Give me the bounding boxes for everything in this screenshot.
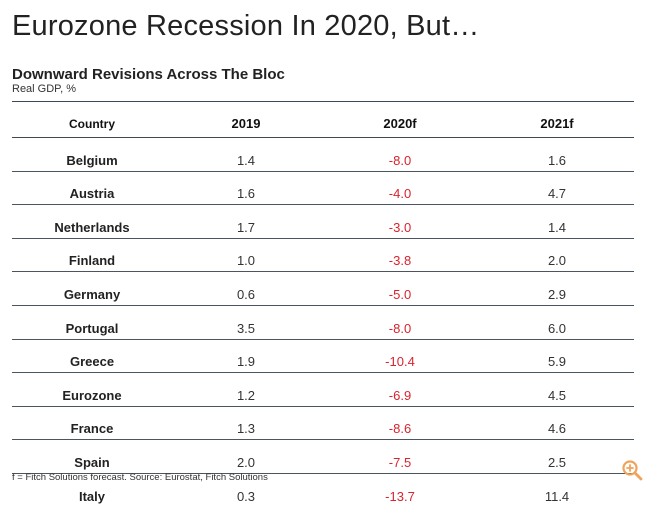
value-2021f-cell: 4.7 <box>480 171 634 206</box>
value-2021f-cell: 1.4 <box>480 204 634 239</box>
value-2021f-cell: 6.0 <box>480 305 634 340</box>
column-header-country: Country <box>12 110 172 138</box>
value-2020f-cell: -3.8 <box>320 238 480 273</box>
value-2021f-cell: 2.5 <box>480 439 634 474</box>
country-cell: Netherlands <box>12 204 172 239</box>
value-2021f-cell: 2.0 <box>480 238 634 273</box>
value-2020f-cell: -10.4 <box>320 339 480 374</box>
value-2019-cell: 3.5 <box>172 305 320 340</box>
value-2019-cell: 0.6 <box>172 271 320 306</box>
zoom-button[interactable] <box>620 458 644 482</box>
value-2019-cell: 1.0 <box>172 238 320 273</box>
value-2021f-cell: 2.9 <box>480 271 634 306</box>
value-2021f-cell: 1.6 <box>480 137 634 172</box>
value-2019-cell: 1.9 <box>172 339 320 374</box>
value-2021f-cell: 4.6 <box>480 406 634 441</box>
country-cell: Eurozone <box>12 372 172 407</box>
footnote: f = Fitch Solutions forecast. Source: Eu… <box>12 472 268 483</box>
chart-title: Downward Revisions Across The Bloc <box>12 66 285 83</box>
country-cell: Portugal <box>12 305 172 340</box>
value-2020f-cell: -8.6 <box>320 406 480 441</box>
table-row: Germany 0.6 -5.0 2.9 <box>12 271 634 306</box>
table-row: Finland 1.0 -3.8 2.0 <box>12 238 634 273</box>
value-2019-cell: 1.6 <box>172 171 320 206</box>
page-title: Eurozone Recession In 2020, But… <box>12 10 480 42</box>
country-cell: Germany <box>12 271 172 306</box>
table-body: Belgium 1.4 -8.0 1.6 Austria 1.6 -4.0 4.7 Nether… <box>12 137 634 507</box>
country-cell: Belgium <box>12 137 172 172</box>
value-2021f-cell: 4.5 <box>480 372 634 407</box>
table-row: France 1.3 -8.6 4.6 <box>12 406 634 441</box>
value-2019-cell: 1.4 <box>172 137 320 172</box>
value-2020f-cell: -4.0 <box>320 171 480 206</box>
top-rule <box>12 101 634 102</box>
value-2020f-cell: -5.0 <box>320 271 480 306</box>
value-2019-cell: 2.0 <box>172 439 320 474</box>
chart-subtitle: Real GDP, % <box>12 83 76 95</box>
table-row: Portugal 3.5 -8.0 6.0 <box>12 305 634 340</box>
value-2020f-cell: -3.0 <box>320 204 480 239</box>
country-cell: Spain <box>12 439 172 474</box>
value-2020f-cell: -8.0 <box>320 137 480 172</box>
table-row: Austria 1.6 -4.0 4.7 <box>12 171 634 206</box>
value-2021f-cell: 5.9 <box>480 339 634 374</box>
value-2019-cell: 1.3 <box>172 406 320 441</box>
value-2020f-cell: -7.5 <box>320 439 480 474</box>
country-cell: France <box>12 406 172 441</box>
table-row: Belgium 1.4 -8.0 1.6 <box>12 137 634 172</box>
country-cell: Finland <box>12 238 172 273</box>
table-row: Eurozone 1.2 -6.9 4.5 <box>12 372 634 407</box>
value-2020f-cell: -13.7 <box>385 488 415 504</box>
value-2021f-cell: 11.4 <box>544 488 570 504</box>
gdp-table: Country 2019 2020f 2021f Belgium 1.4 -8.0 1… <box>12 110 634 507</box>
column-header-2020f: 2020f <box>320 110 480 138</box>
table-row: Spain 2.0 -7.5 2.5 <box>12 439 634 474</box>
column-header-2021f: 2021f <box>480 110 634 138</box>
column-header-2019: 2019 <box>172 110 320 138</box>
table-row: Greece 1.9 -10.4 5.9 <box>12 339 634 374</box>
value-2020f-cell: -6.9 <box>320 372 480 407</box>
value-2019-cell: 1.7 <box>172 204 320 239</box>
country-cell: Austria <box>12 171 172 206</box>
country-cell: Greece <box>12 339 172 374</box>
value-2019-cell: 1.2 <box>172 372 320 407</box>
value-2020f-cell: -8.0 <box>320 305 480 340</box>
table-header-row: Country 2019 2020f 2021f <box>12 110 634 138</box>
zoom-in-icon <box>622 460 643 481</box>
table-row: Netherlands 1.7 -3.0 1.4 <box>12 204 634 239</box>
